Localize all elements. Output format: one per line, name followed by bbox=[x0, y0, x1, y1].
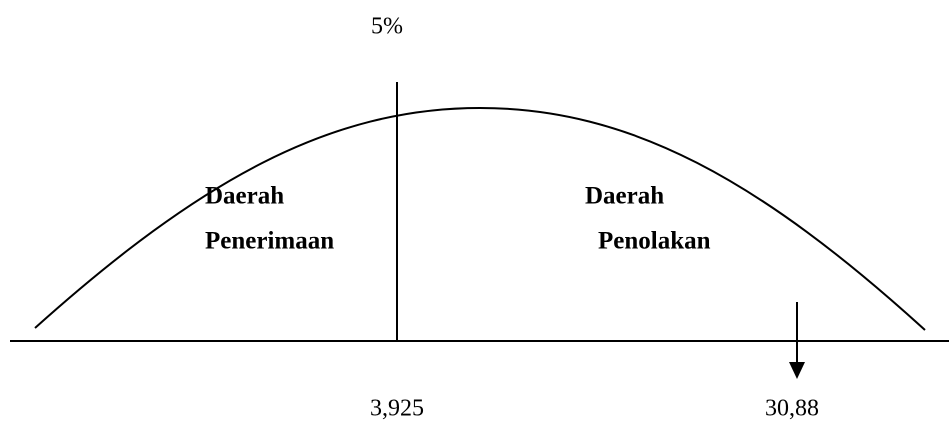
region-label: Daerah bbox=[205, 183, 284, 210]
significance-label: 5% bbox=[371, 14, 403, 40]
region-label: Daerah bbox=[585, 183, 664, 210]
region-label: Penerimaan bbox=[205, 228, 334, 255]
computed-value: 30,88 bbox=[765, 396, 819, 422]
critical-value: 3,925 bbox=[370, 396, 424, 422]
arrow-head bbox=[789, 362, 805, 379]
distribution-curve bbox=[34, 106, 926, 331]
region-label: Penolakan bbox=[598, 228, 711, 255]
